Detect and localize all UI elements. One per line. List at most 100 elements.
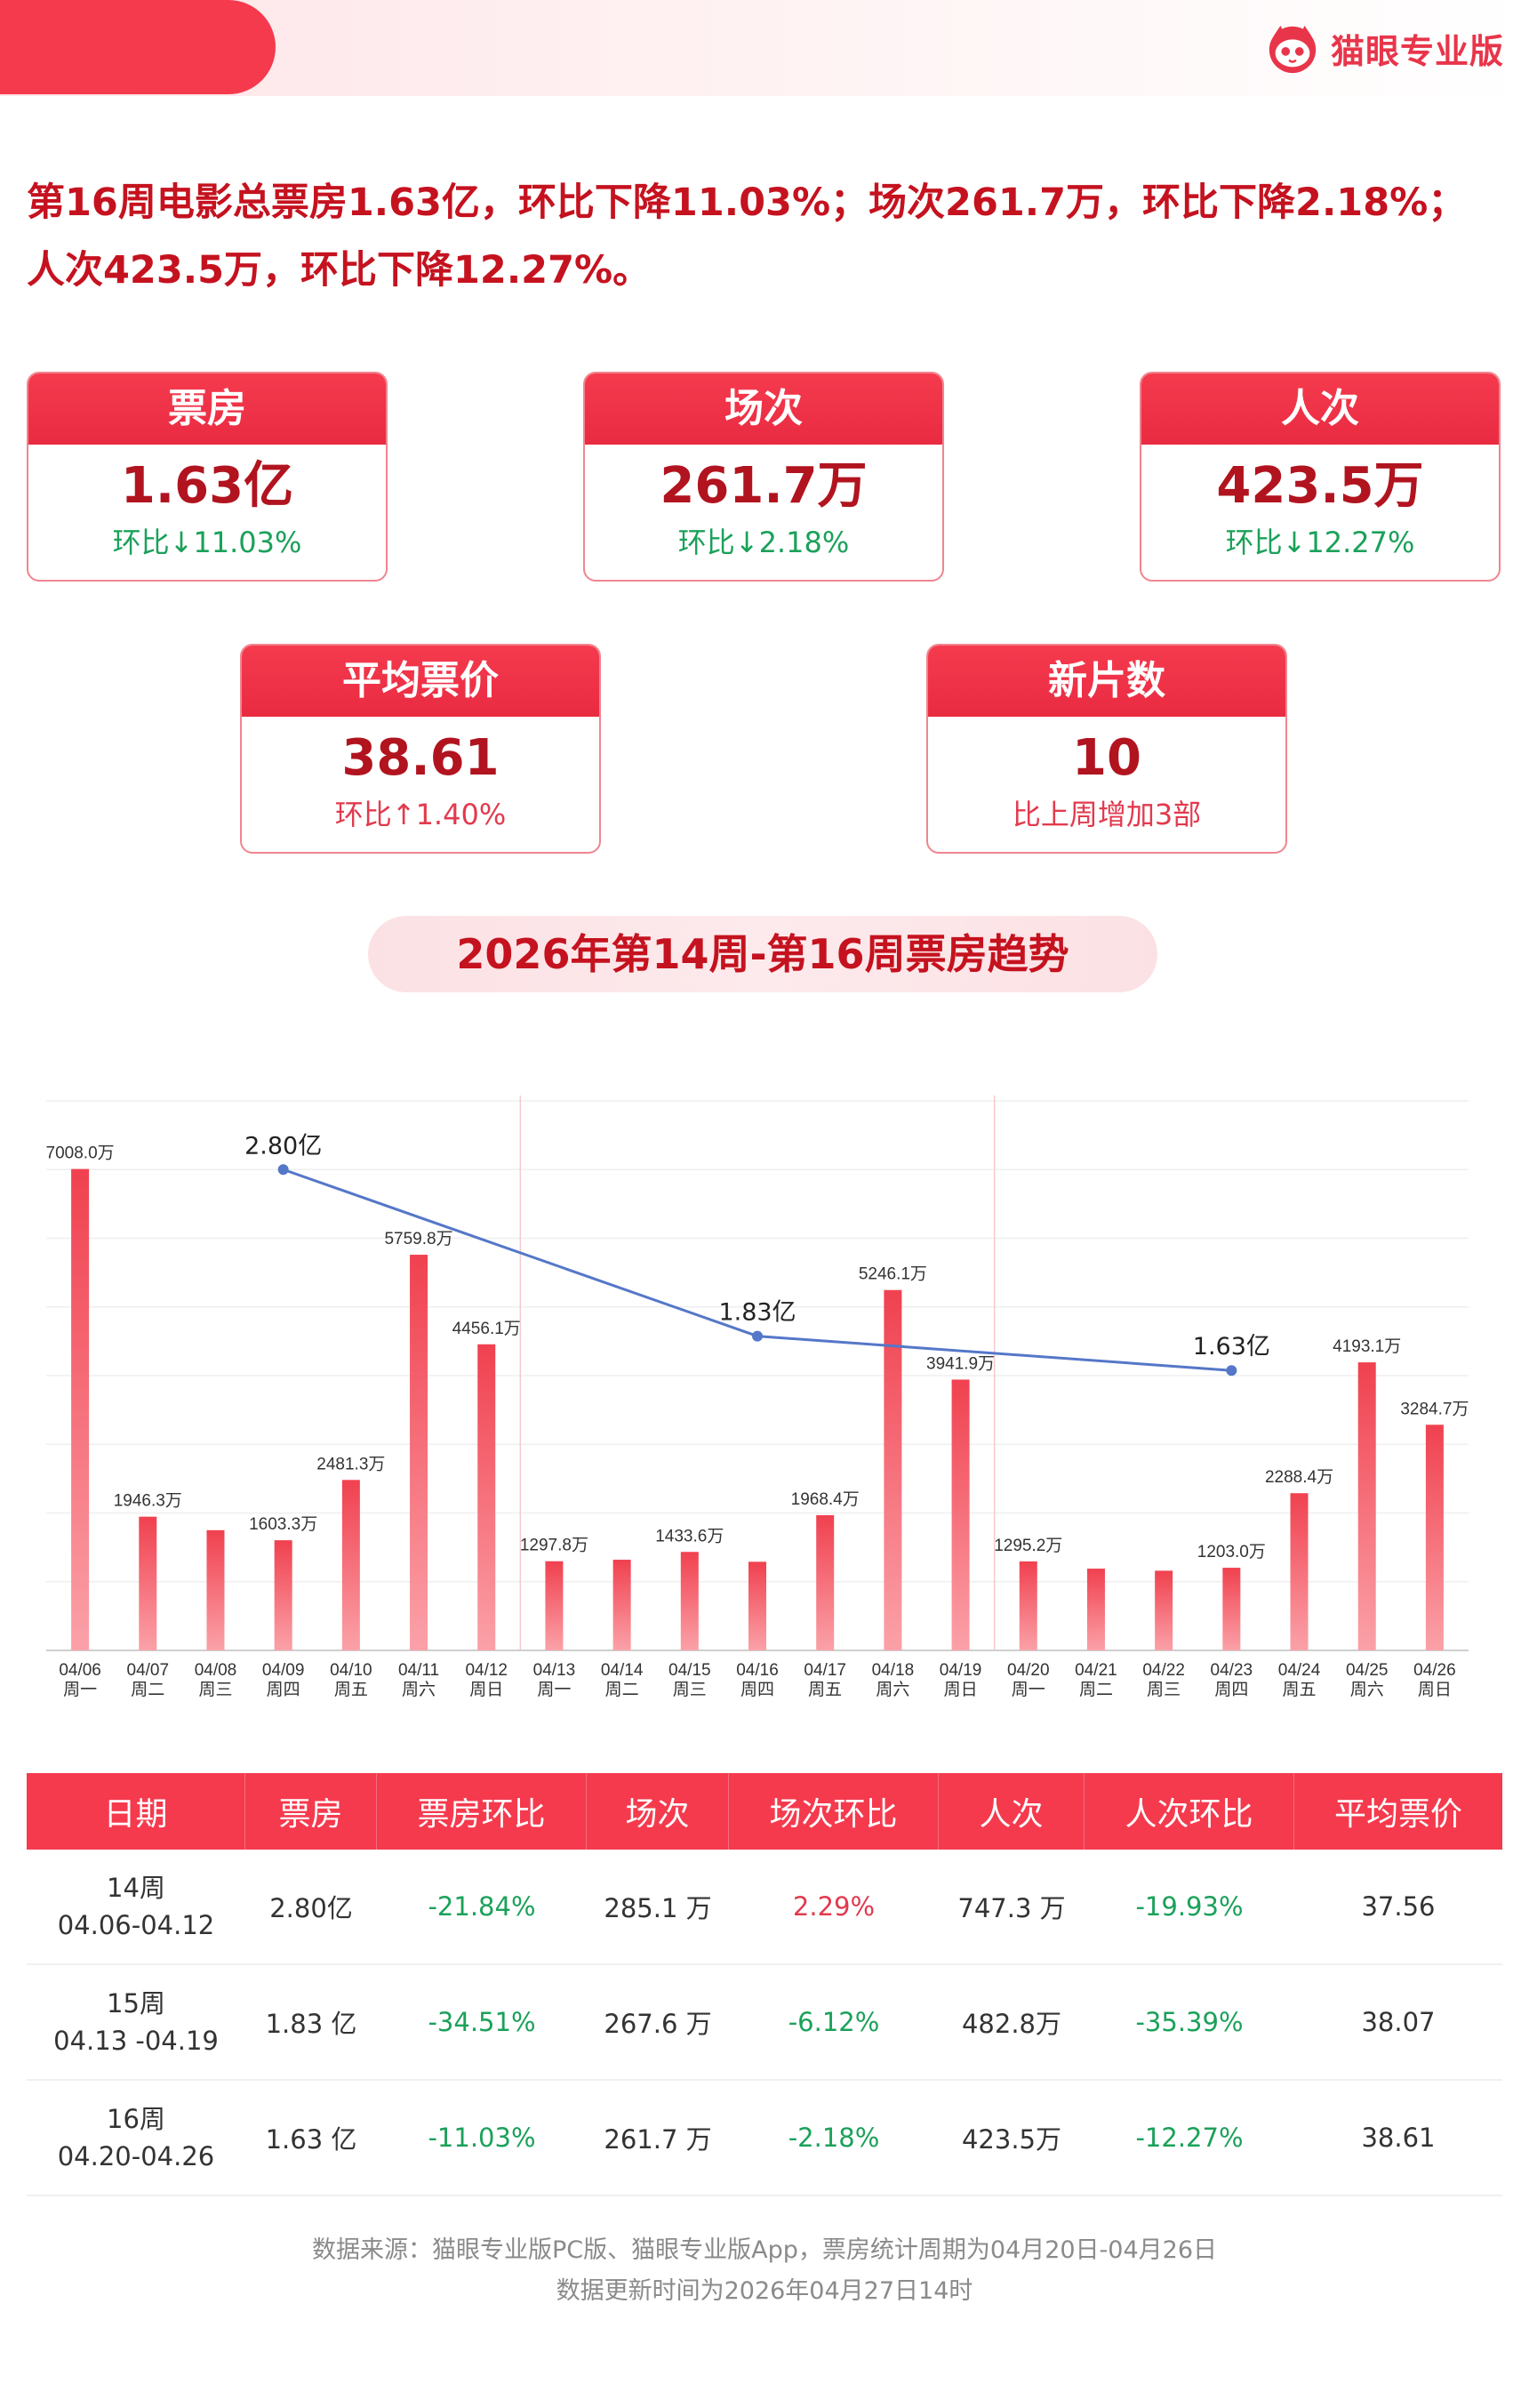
avg-price-cell: 38.07 xyxy=(1361,2007,1436,2037)
x-tick-date: 04/14 xyxy=(601,1661,644,1680)
bar xyxy=(816,1514,835,1650)
bar xyxy=(1155,1570,1173,1650)
kpi-value: 10 xyxy=(1072,729,1141,787)
shows-cell: 267.6 万 xyxy=(604,2009,712,2039)
week-label: 14周 xyxy=(107,1873,165,1903)
x-tick-weekday: 周六 xyxy=(1350,1680,1384,1699)
x-tick-date: 04/17 xyxy=(804,1661,846,1680)
kpi-change: 环比↓2.18% xyxy=(677,526,850,559)
weekly-point xyxy=(752,1330,763,1342)
x-tick-date: 04/10 xyxy=(330,1661,372,1680)
x-tick-weekday: 周五 xyxy=(1283,1680,1317,1699)
bar xyxy=(748,1561,766,1650)
bar-value-label: 1946.3万 xyxy=(114,1492,182,1511)
bar xyxy=(1086,1569,1105,1650)
weekly-value-label: 1.63亿 xyxy=(1193,1333,1270,1361)
bar-value-label: 3941.9万 xyxy=(926,1354,995,1373)
kpi-change: 比上周增加3部 xyxy=(1012,798,1202,831)
table-header-cell: 平均票价 xyxy=(1333,1796,1462,1833)
x-tick-weekday: 周四 xyxy=(1214,1680,1248,1699)
footer-updated: 数据更新时间为2026年04月27日14时 xyxy=(556,2277,973,2305)
shows-cell: 285.1 万 xyxy=(604,1893,712,1923)
week-label: 16周 xyxy=(107,2104,165,2134)
bar xyxy=(1019,1561,1037,1650)
table-header: 日期 票房 票房环比 场次 场次环比 人次 人次环比 平均票价 xyxy=(27,1773,1502,1850)
x-tick-date: 04/06 xyxy=(59,1661,101,1680)
week-range: 04.20-04.26 xyxy=(57,2141,215,2171)
admissions-cell: 423.5万 xyxy=(961,2124,1062,2155)
chart-labels: 7008.0万04/06周一1946.3万04/07周二04/08周三1603.… xyxy=(46,1132,1469,1699)
bar-value-label: 7008.0万 xyxy=(46,1144,115,1163)
footer-source: 数据来源：猫眼专业版PC版、猫眼专业版App，票房统计周期为04月20日-04月… xyxy=(311,2236,1218,2264)
bar-value-label: 1203.0万 xyxy=(1197,1543,1266,1561)
x-tick-weekday: 周六 xyxy=(402,1680,436,1699)
bar-value-label: 4456.1万 xyxy=(452,1320,521,1338)
week-cell: 14周 04.06-04.12 xyxy=(27,1850,245,1963)
brand: 猫眼专业版 xyxy=(1265,20,1504,76)
x-tick-weekday: 周日 xyxy=(469,1680,503,1699)
weekly-value-label: 2.80亿 xyxy=(244,1132,322,1160)
box-office-cell: 2.80亿 xyxy=(269,1893,353,1923)
box-office-change-cell: -34.51% xyxy=(428,2007,536,2037)
kpi-title: 人次 xyxy=(1141,373,1499,445)
bar xyxy=(951,1379,970,1650)
bar xyxy=(680,1552,699,1650)
table-header-cell: 场次 xyxy=(587,1773,729,1850)
x-tick-weekday: 周日 xyxy=(1418,1680,1452,1699)
bar-value-label: 2481.3万 xyxy=(316,1455,385,1473)
kpi-value: 261.7万 xyxy=(660,457,868,515)
admissions-change-cell: -12.27% xyxy=(1135,2123,1244,2153)
shows-cell: 261.7 万 xyxy=(604,2124,712,2155)
kpi-card-shows: 场次 261.7万 环比↓2.18% xyxy=(583,372,944,582)
x-tick-weekday: 周一 xyxy=(537,1680,571,1699)
x-tick-date: 04/22 xyxy=(1142,1661,1185,1680)
kpi-card-box-office: 票房 1.63亿 环比↓11.03% xyxy=(27,372,388,582)
bar xyxy=(410,1255,428,1650)
bar xyxy=(274,1540,292,1650)
bar xyxy=(477,1344,496,1650)
x-tick-weekday: 周二 xyxy=(605,1680,639,1699)
table-header-cell: 场次环比 xyxy=(729,1773,939,1850)
x-tick-date: 04/20 xyxy=(1007,1661,1050,1680)
bar xyxy=(884,1289,902,1650)
bar-value-label: 1297.8万 xyxy=(520,1537,588,1555)
table-row: 14周 04.06-04.12 2.80亿 -21.84% 285.1 万 2.… xyxy=(27,1850,1502,1965)
kpi-change: 环比↓12.27% xyxy=(1225,526,1415,559)
x-tick-date: 04/16 xyxy=(736,1661,779,1680)
kpi-title: 平均票价 xyxy=(242,646,599,717)
x-tick-weekday: 周五 xyxy=(334,1680,368,1699)
table-header-cell: 人次 xyxy=(939,1773,1085,1850)
kpi-title: 场次 xyxy=(585,373,942,445)
weekly-point xyxy=(1226,1365,1237,1377)
kpi-card-admissions: 人次 423.5万 环比↓12.27% xyxy=(1140,372,1501,582)
x-tick-date: 04/08 xyxy=(195,1661,237,1680)
kpi-value: 38.61 xyxy=(341,729,500,787)
shows-change-cell: 2.29% xyxy=(792,1891,876,1922)
shows-change-cell: -2.18% xyxy=(788,2123,880,2153)
table-header-cell: 票房环比 xyxy=(377,1773,587,1850)
week-cell: 16周 04.20-04.26 xyxy=(27,2081,245,2195)
box-office-change-cell: -21.84% xyxy=(428,1891,536,1922)
bar-value-label: 4193.1万 xyxy=(1333,1337,1401,1356)
avg-price-cell: 37.56 xyxy=(1361,1891,1436,1922)
shows-change-cell: -6.12% xyxy=(788,2007,880,2037)
bar xyxy=(206,1529,225,1650)
kpi-value: 1.63亿 xyxy=(120,457,294,515)
bar xyxy=(545,1561,564,1650)
bar-value-label: 1433.6万 xyxy=(655,1527,724,1545)
bar xyxy=(71,1168,90,1650)
x-tick-date: 04/21 xyxy=(1075,1661,1117,1680)
table-header-cell: 票房 xyxy=(245,1773,377,1850)
weekly-line xyxy=(277,1164,1237,1377)
x-tick-weekday: 周一 xyxy=(1012,1680,1045,1699)
section-title: 2026年第14周-第16周票房趋势 xyxy=(368,916,1157,992)
weekly-value-label: 1.83亿 xyxy=(718,1299,796,1327)
bar xyxy=(1357,1362,1376,1650)
bar-value-label: 2288.4万 xyxy=(1265,1468,1333,1487)
x-tick-weekday: 周二 xyxy=(131,1680,164,1699)
x-tick-date: 04/24 xyxy=(1278,1661,1321,1680)
bar xyxy=(139,1516,157,1650)
kpi-change: 环比↑1.40% xyxy=(334,798,507,831)
week-range: 04.13 -04.19 xyxy=(53,2026,219,2056)
kpi-change: 环比↓11.03% xyxy=(112,526,302,559)
